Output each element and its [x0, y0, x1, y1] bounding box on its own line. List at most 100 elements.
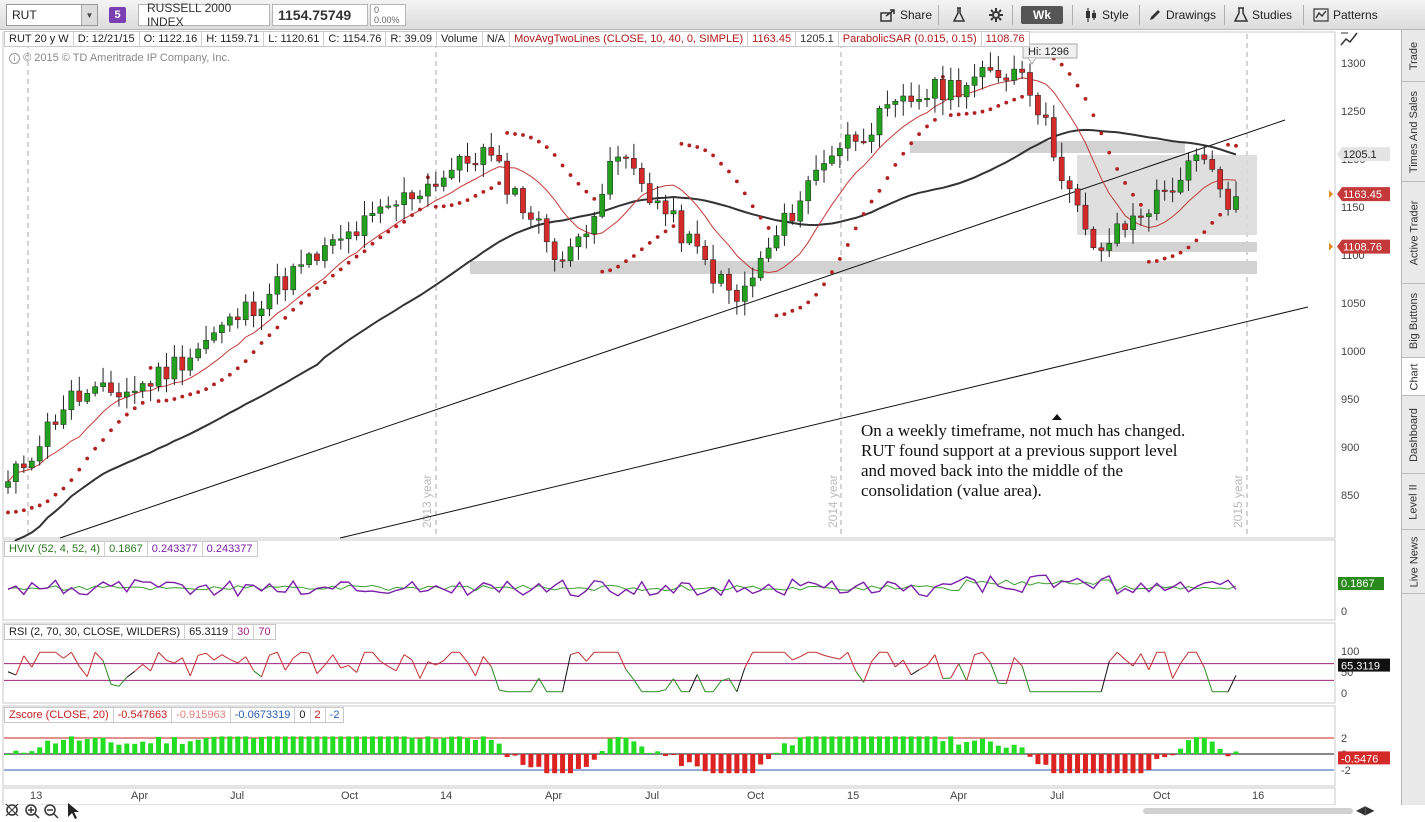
sar-dot	[489, 186, 494, 191]
rsi-segment	[910, 669, 920, 676]
hviv-green-line	[7, 579, 1237, 592]
zscore-bar	[1130, 754, 1136, 774]
rsi-segment	[158, 651, 167, 661]
rsi-segment	[308, 652, 318, 674]
mav-label[interactable]: MovAvgTwoLines (CLOSE, 10, 40, 0, SIMPLE…	[510, 32, 749, 46]
share-button[interactable]: Share	[876, 5, 936, 25]
drag-zoom-icon[interactable]	[5, 803, 19, 817]
rsi-segment	[800, 651, 809, 658]
sar-dot	[338, 267, 343, 272]
studies-button[interactable]: Studies	[1230, 5, 1296, 25]
sidebar-tab-live-news[interactable]: Live News	[1402, 530, 1425, 594]
sar-dot	[948, 113, 953, 118]
hviv-label[interactable]: HVIV (52, 4, 52, 4)	[5, 542, 106, 556]
time-tick-label: Oct	[341, 790, 358, 802]
sidebar-tab-chart[interactable]: Chart	[1402, 358, 1425, 396]
rsi-segment	[902, 659, 912, 676]
link-group-badge[interactable]: 5	[109, 7, 126, 23]
sar-dot	[885, 176, 890, 180]
lower-trendline[interactable]	[339, 306, 1309, 539]
rsi-segment	[950, 663, 960, 679]
zscore-bar	[21, 752, 27, 754]
zscore-bar	[916, 736, 922, 754]
candle-body	[741, 285, 748, 302]
rsi-segment	[276, 652, 286, 671]
sar-dot	[758, 215, 763, 220]
zscore-bar	[940, 741, 946, 754]
zscore-bar	[583, 754, 589, 767]
flask-button[interactable]	[948, 5, 970, 25]
sar-dot	[21, 508, 26, 513]
zscore-bar	[1185, 740, 1191, 754]
candle-body	[678, 210, 685, 244]
sar-dot	[608, 268, 613, 273]
sidebar-tab-active-trader[interactable]: Active Trader	[1402, 182, 1425, 284]
zscore-bar	[702, 754, 708, 772]
candle-body	[607, 160, 613, 195]
annotation-line-3: and moved back into the middle of the	[861, 461, 1124, 480]
sidebar-tab-level-ii[interactable]: Level II	[1402, 474, 1425, 530]
sidebar-tab-trade[interactable]: Trade	[1402, 30, 1425, 82]
info-icon[interactable]: i	[9, 53, 20, 64]
candle-body	[1193, 154, 1200, 162]
zscore-bar	[171, 737, 177, 754]
scroll-arrows-icon[interactable]: ◀▶	[1356, 803, 1375, 817]
patterns-icon	[1313, 8, 1329, 22]
rsi-segment	[847, 652, 857, 672]
zscore-v1: -0.547663	[114, 708, 173, 722]
rsi-segment	[70, 652, 80, 667]
chart-canvas[interactable]: 2013 year 2014 year 2015 year Hi: 1296 130…	[0, 30, 1401, 805]
chart-style-icon[interactable]	[1340, 31, 1358, 50]
zoom-out-icon[interactable]	[44, 804, 59, 819]
beaker-icon	[1234, 7, 1248, 22]
time-tick-label: 14	[440, 790, 452, 802]
timeframe-button[interactable]: Wk	[1021, 6, 1063, 24]
rsi-segment	[142, 664, 151, 672]
rsi-label[interactable]: RSI (2, 70, 30, CLOSE, WILDERS)	[5, 625, 186, 639]
candle-body	[13, 463, 19, 482]
patterns-button[interactable]: Patterns	[1309, 5, 1382, 25]
pointer-icon[interactable]	[68, 803, 79, 819]
zoom-in-icon[interactable]	[25, 804, 40, 819]
rsi-segment	[292, 651, 302, 659]
rsi-segment	[55, 651, 64, 659]
price-axis[interactable]: 1300125012001150110010501000950900850120…	[1329, 58, 1390, 502]
rsi-segment	[284, 657, 294, 671]
sar-label[interactable]: ParabolicSAR (0.015, 0.15)	[839, 32, 982, 46]
sar-dot	[378, 235, 383, 240]
rsi-tick-label: 100	[1341, 646, 1359, 658]
upper-trendline[interactable]	[59, 119, 1286, 539]
sidebar-tab-dashboard[interactable]: Dashboard	[1402, 396, 1425, 474]
candle-body	[543, 218, 550, 243]
candle-body	[250, 301, 257, 316]
time-axis[interactable]: 13 Apr Jul Oct 14 Apr Jul Oct 15 Apr Jul Oct 16	[30, 790, 1264, 802]
settings-button[interactable]	[984, 5, 1008, 25]
symbol-input[interactable]: RUT ▼	[6, 4, 98, 26]
annotation-line-4: consolidation (value area).	[861, 481, 1042, 500]
annotation-line-1: On a weekly timeframe, not much has chan…	[861, 421, 1186, 440]
zscore-label[interactable]: Zscore (CLOSE, 20)	[5, 708, 114, 722]
annotation-text[interactable]: On a weekly timeframe, not much has chan…	[861, 421, 1261, 501]
style-button[interactable]: Style	[1080, 5, 1133, 25]
sar-dot	[695, 145, 700, 149]
sar-dot	[148, 365, 153, 370]
horizontal-scrollbar[interactable]	[1143, 808, 1353, 814]
zscore-bar	[750, 754, 756, 774]
sidebar-tab-big-buttons[interactable]: Big Buttons	[1402, 284, 1425, 358]
candle-body	[1011, 68, 1018, 81]
candle-body	[623, 156, 629, 159]
candle-body	[1185, 160, 1192, 181]
candle-body	[155, 366, 162, 387]
sar-dot	[101, 438, 105, 442]
sidebar-tab-times-and-sales[interactable]: Times And Sales	[1402, 82, 1425, 182]
chevron-down-icon[interactable]: ▼	[81, 5, 97, 25]
rsi-segment	[728, 678, 738, 692]
candle-body	[662, 200, 669, 215]
rsi-segment	[712, 680, 722, 693]
zscore-v4: 0	[295, 708, 311, 722]
sar-dot	[552, 153, 557, 157]
price-marker-arrow	[1329, 242, 1333, 251]
drawings-button[interactable]: Drawings	[1144, 5, 1220, 25]
zscore-bar	[100, 737, 106, 754]
